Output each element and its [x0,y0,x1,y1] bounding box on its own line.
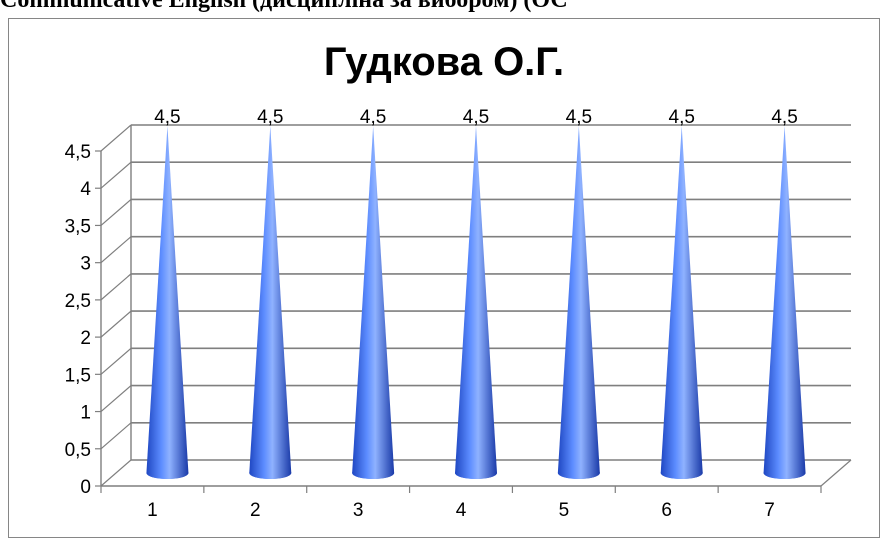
document-heading: Communicative English (дисципліна за виб… [0,0,568,13]
y-tick-label: 1,5 [65,365,91,386]
data-label: 4,5 [154,107,180,128]
cone-bar [146,126,189,480]
data-label: 4,5 [257,107,283,128]
cone-bar [557,126,600,480]
data-label: 4,5 [669,107,695,128]
labels-layer: 0 0,5 1 1,5 2 2,5 3 3,5 4 4,5 1 4,5 2 4,5 3 4,5 4 4,5 5 4,5… [65,107,798,521]
y-tick-label: 2,5 [65,291,91,312]
x-tick-label: 4 [456,500,467,521]
gridline-depth [100,310,132,338]
axis-layer [95,125,852,493]
gridline-depth [100,459,132,487]
chart-plot: Гудкова О.Г. 0 0,5 1 1,5 2 2,5 3 3,5 4 4,5 1 4,5 2 4,… [65,40,852,521]
marks-layer [146,126,806,480]
chart-frame: Гудкова О.Г. 0 0,5 1 1,5 2 2,5 3 3,5 4 4,5 1 4,5 2 4,… [8,18,880,538]
y-tick-label: 2 [80,328,91,349]
data-label: 4,5 [360,107,386,128]
gridline-depth [100,236,132,264]
x-tick-label: 3 [353,500,364,521]
y-tick-label: 4 [80,179,91,200]
y-tick-label: 1 [80,403,91,424]
cone-bar [352,126,395,480]
data-label: 4,5 [566,107,592,128]
gridline-depth [100,422,132,450]
data-label: 4,5 [771,107,797,128]
cone-bar [660,126,703,480]
gridline-depth [100,385,132,413]
y-tick-label: 3 [80,254,91,275]
x-tick-label: 7 [764,500,775,521]
gridline-depth [100,124,132,152]
chart-title: Гудкова О.Г. [324,40,564,84]
x-tick-label: 1 [147,500,158,521]
cone-bar [249,126,292,479]
y-tick-label: 4,5 [65,142,91,163]
y-tick-label: 0,5 [65,440,91,461]
gridline-depth [100,273,132,301]
gridline-depth [100,347,132,375]
y-tick-label: 3,5 [65,216,91,237]
gridline-depth [100,198,132,226]
cone-bar [455,126,497,479]
x-tick-label: 2 [250,500,261,521]
data-label: 4,5 [463,107,489,128]
x-tick-label: 5 [559,500,570,521]
x-tick-label: 6 [661,500,672,521]
cone-bar [763,126,806,480]
floor-edge [820,459,852,487]
gridline-depth [100,161,132,189]
y-tick-label: 0 [80,477,91,498]
